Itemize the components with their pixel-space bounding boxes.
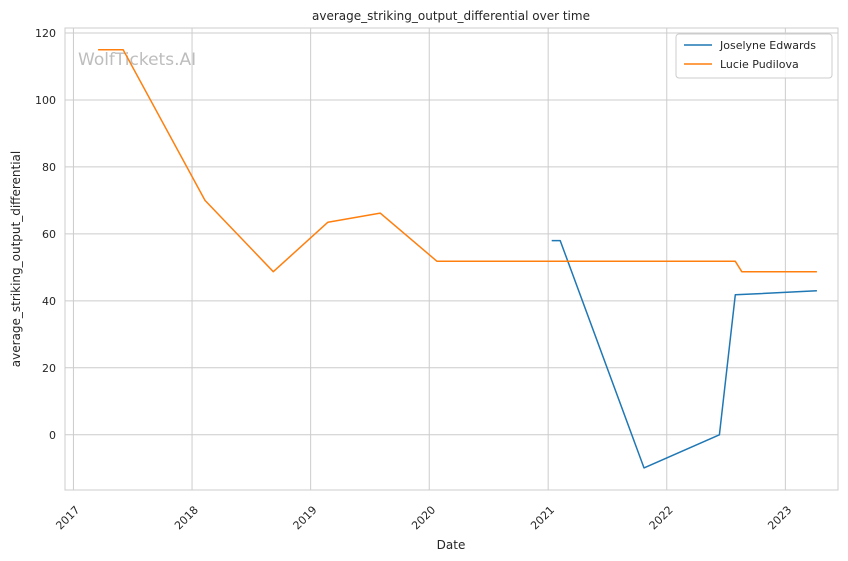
y-tick-label: 100	[35, 94, 56, 107]
legend-label-lucie-pudilova: Lucie Pudilova	[720, 58, 799, 71]
x-tick-label: 2022	[647, 503, 676, 532]
y-tick-label: 60	[42, 228, 56, 241]
x-tick-label: 2021	[528, 503, 557, 532]
plot-area-frame	[64, 27, 839, 491]
y-tick-label: 20	[42, 362, 56, 375]
x-tick-label: 2019	[291, 503, 320, 532]
series-line-joselyne-edwards	[551, 239, 817, 469]
legend-box	[675, 33, 833, 79]
chart-title: average_striking_output_differential ove…	[312, 9, 590, 23]
y-tick-label: 0	[49, 429, 56, 442]
grid	[65, 28, 838, 490]
x-tick-label: 2023	[765, 503, 794, 532]
legend-label-joselyne-edwards: Joselyne Edwards	[719, 39, 816, 52]
legend: Joselyne Edwards Lucie Pudilova	[675, 33, 833, 79]
x-tick-label: 2018	[172, 503, 201, 532]
x-tick-label: 2020	[409, 503, 438, 532]
axis-ticks: 0 20 40 60 80 100 120 2017 2018 2019 2020 2021 2022 2…	[35, 27, 794, 532]
series-lines	[98, 49, 817, 469]
watermark: WolfTickets.AI	[78, 50, 196, 70]
series-line-lucie-pudilova	[98, 49, 817, 273]
y-tick-label: 80	[42, 161, 56, 174]
x-axis-label: Date	[437, 538, 466, 552]
y-tick-label: 120	[35, 27, 56, 40]
y-tick-label: 40	[42, 295, 56, 308]
x-tick-label: 2017	[53, 503, 82, 532]
y-axis-label: average_striking_output_differential	[9, 151, 23, 367]
